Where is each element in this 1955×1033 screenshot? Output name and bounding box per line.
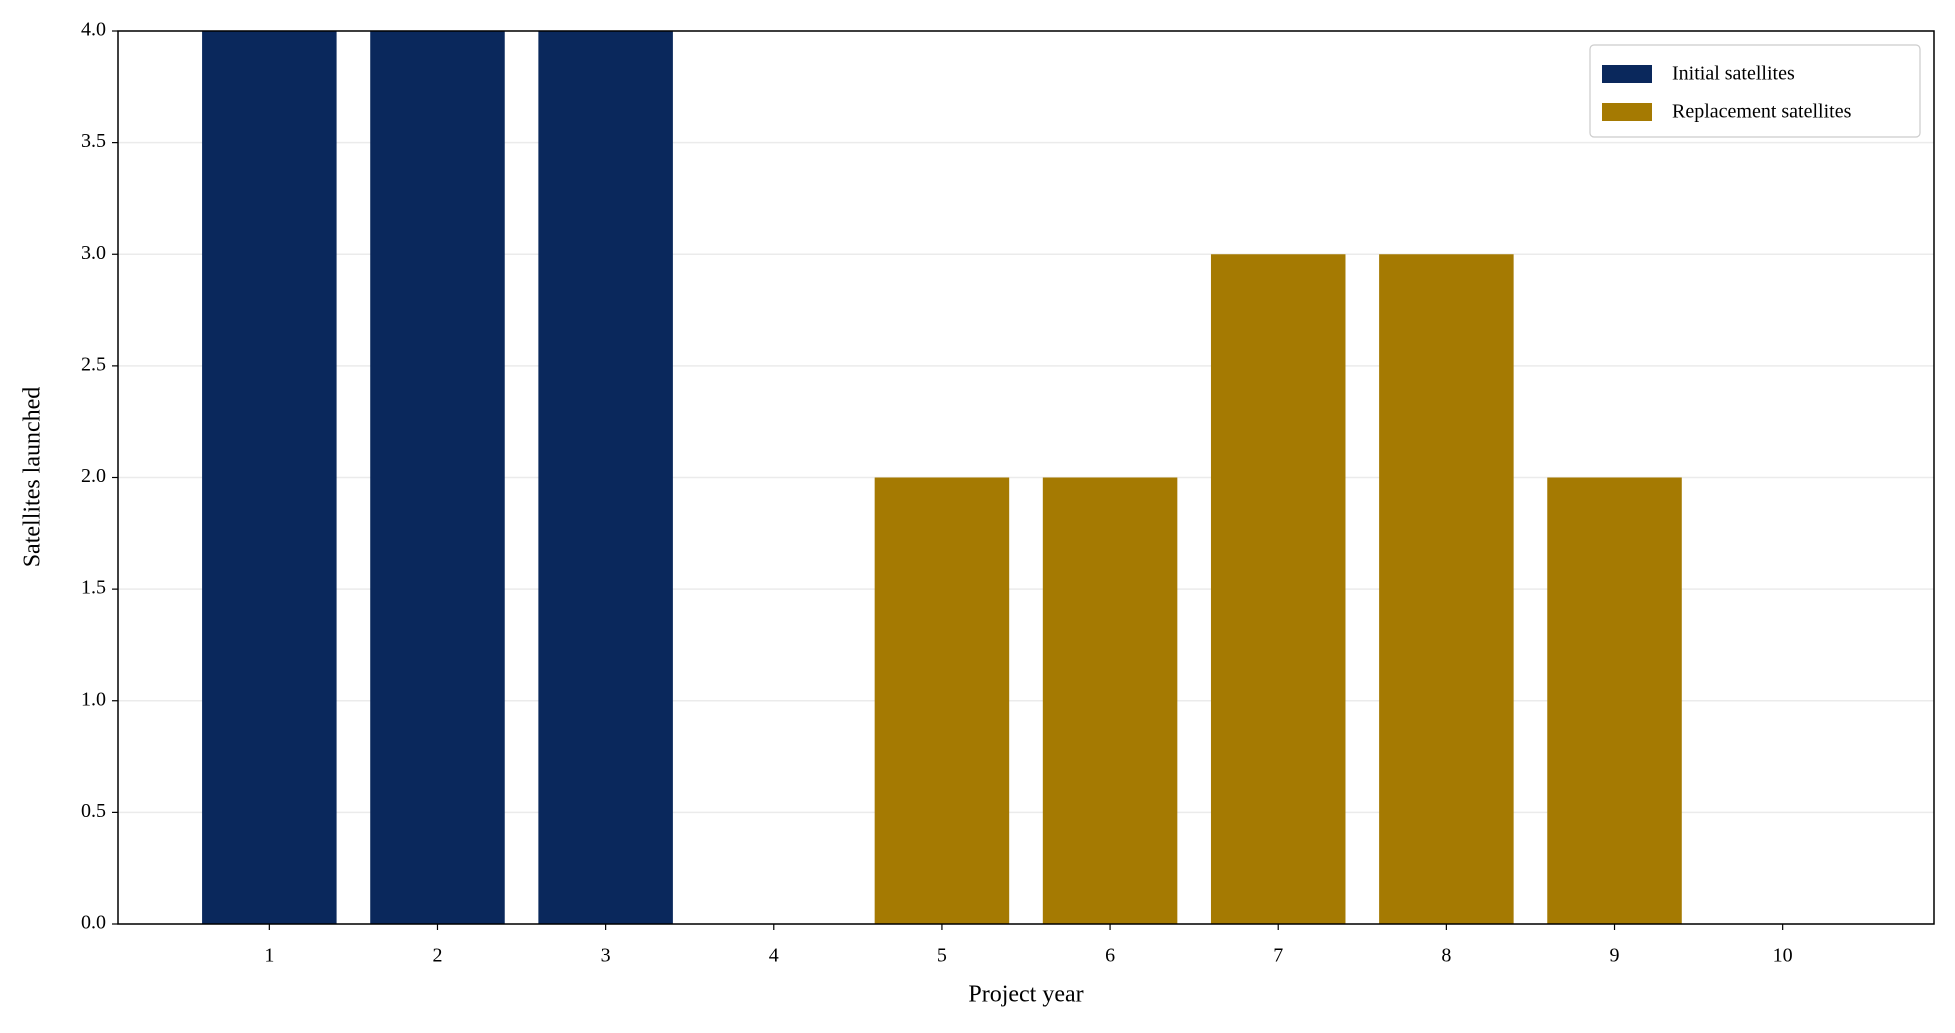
- bar: [1547, 477, 1682, 924]
- bar: [1210, 254, 1346, 924]
- x-axis-label: Project year: [968, 982, 1083, 1008]
- bar: [370, 31, 505, 924]
- legend-swatch: [1602, 65, 1652, 83]
- bar: [538, 31, 673, 924]
- x-tick-label: 5: [937, 945, 947, 967]
- bar: [1379, 254, 1514, 924]
- legend-swatch: [1602, 103, 1652, 121]
- y-tick-label: 2.0: [81, 465, 106, 487]
- plot-frame: [117, 30, 1935, 925]
- x-tick-label: 7: [1273, 945, 1283, 967]
- x-tick-label: 4: [769, 945, 779, 967]
- legend: Initial satellites Replacement satellites: [1589, 44, 1921, 138]
- x-tick-label: 2: [432, 945, 442, 967]
- y-tick-label: 4.0: [81, 19, 106, 41]
- y-tick-label: 0.0: [81, 912, 106, 934]
- x-tick-label: 8: [1441, 945, 1451, 967]
- x-tick-label: 1: [264, 945, 274, 967]
- y-axis-label: Satellites launched: [20, 387, 46, 568]
- y-tick-label: 2.5: [81, 353, 106, 375]
- legend-frame: [1589, 44, 1921, 138]
- y-tick-label: 1.5: [81, 577, 106, 599]
- x-tick-label: 9: [1610, 945, 1620, 967]
- legend-label: Initial satellites: [1672, 63, 1795, 85]
- y-tick-label: 1.0: [81, 688, 106, 710]
- bar: [1042, 477, 1178, 924]
- x-tick-label: 6: [1105, 945, 1115, 967]
- x-tick-label: 3: [601, 945, 611, 967]
- y-tick-label: 3.0: [81, 242, 106, 264]
- y-tick-label: 0.5: [81, 800, 106, 822]
- bar: [874, 477, 1010, 924]
- x-tick-label: 10: [1773, 945, 1793, 967]
- y-tick-label: 3.5: [81, 130, 106, 152]
- bar: [202, 31, 337, 924]
- legend-label: Replacement satellites: [1672, 101, 1852, 123]
